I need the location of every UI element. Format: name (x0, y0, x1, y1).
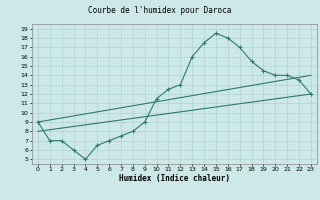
X-axis label: Humidex (Indice chaleur): Humidex (Indice chaleur) (119, 174, 230, 183)
Text: Courbe de l'humidex pour Daroca: Courbe de l'humidex pour Daroca (88, 6, 232, 15)
